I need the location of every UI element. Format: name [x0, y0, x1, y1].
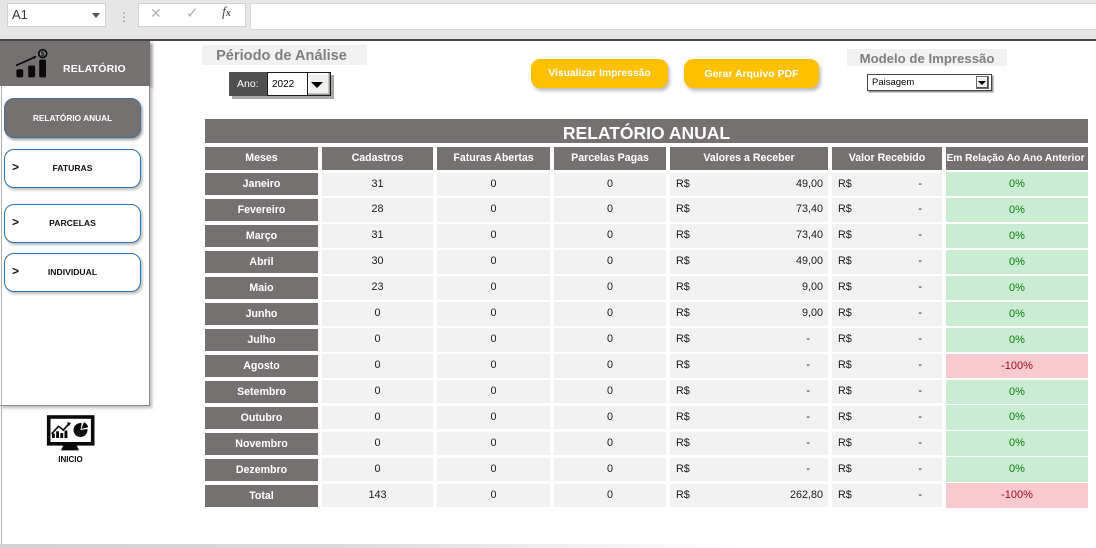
svg-text:$: $	[41, 51, 45, 58]
